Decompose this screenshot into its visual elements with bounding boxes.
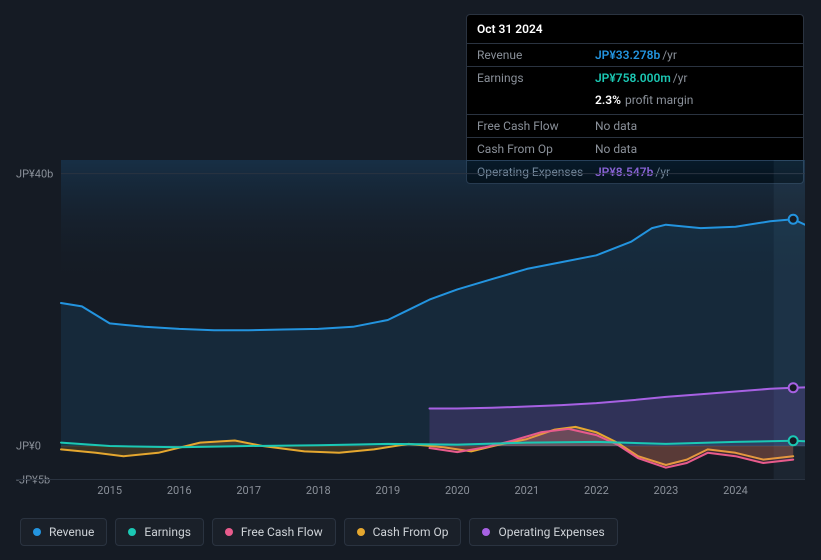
- tooltip-row-value: No data: [595, 142, 637, 156]
- x-tick-label: 2017: [236, 484, 261, 497]
- tooltip-row-value: JP¥758.000m/yr: [595, 71, 687, 85]
- chart-tooltip: Oct 31 2024 RevenueJP¥33.278b/yrEarnings…: [466, 14, 804, 184]
- x-tick-label: 2024: [723, 484, 748, 497]
- x-tick-label: 2021: [514, 484, 539, 497]
- tooltip-row-label: Earnings: [477, 71, 595, 85]
- x-axis: 2015 2016 2017 2018 2019 2020 2021 2022 2023 2024: [16, 484, 805, 500]
- tooltip-sub: 2.3%profit margin: [467, 89, 803, 114]
- legend-item[interactable]: Cash From Op: [344, 518, 462, 546]
- legend-dot-icon: [357, 528, 365, 536]
- legend-item[interactable]: Revenue: [20, 518, 107, 546]
- x-tick-label: 2019: [375, 484, 400, 497]
- tooltip-row-value: No data: [595, 119, 637, 133]
- tooltip-row-value: JP¥33.278b/yr: [595, 48, 677, 62]
- legend-item[interactable]: Free Cash Flow: [212, 518, 336, 546]
- x-tick-label: 2015: [97, 484, 122, 497]
- legend-item[interactable]: Operating Expenses: [469, 518, 617, 546]
- legend-label: Earnings: [144, 525, 191, 539]
- tooltip-row-label: Cash From Op: [477, 142, 595, 156]
- tooltip-row: RevenueJP¥33.278b/yr: [467, 43, 803, 66]
- chart-legend: Revenue Earnings Free Cash Flow Cash From O…: [20, 518, 618, 546]
- legend-label: Cash From Op: [373, 525, 449, 539]
- tooltip-row-label: Revenue: [477, 48, 595, 62]
- tooltip-row: Cash From OpNo data: [467, 137, 803, 160]
- legend-label: Revenue: [49, 525, 94, 539]
- tooltip-row: Free Cash FlowNo data: [467, 114, 803, 137]
- legend-item[interactable]: Earnings: [115, 518, 204, 546]
- chart-area[interactable]: JP¥40bJP¥0-JP¥5b: [16, 160, 805, 480]
- tooltip-row: EarningsJP¥758.000m/yr: [467, 66, 803, 89]
- chart-svg: [16, 160, 805, 480]
- x-tick-label: 2023: [654, 484, 679, 497]
- legend-dot-icon: [33, 528, 41, 536]
- tooltip-date: Oct 31 2024: [467, 15, 803, 43]
- tooltip-row-label: Free Cash Flow: [477, 119, 595, 133]
- legend-label: Free Cash Flow: [241, 525, 323, 539]
- x-tick-label: 2022: [584, 484, 609, 497]
- legend-dot-icon: [482, 528, 490, 536]
- x-tick-label: 2016: [167, 484, 192, 497]
- legend-label: Operating Expenses: [498, 525, 604, 539]
- x-tick-label: 2020: [445, 484, 470, 497]
- legend-dot-icon: [128, 528, 136, 536]
- x-tick-label: 2018: [306, 484, 331, 497]
- legend-dot-icon: [225, 528, 233, 536]
